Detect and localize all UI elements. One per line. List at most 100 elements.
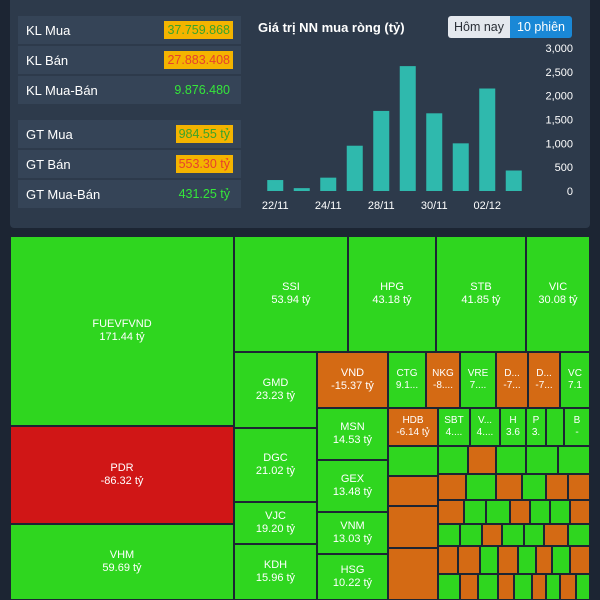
treemap-tile[interactable] — [546, 574, 560, 600]
treemap-tile[interactable] — [510, 500, 530, 524]
treemap-tile[interactable] — [468, 446, 496, 474]
treemap-tile-h[interactable]: H 3.6 — [500, 408, 526, 446]
treemap-tile[interactable] — [498, 574, 514, 600]
ticker-label: HPG — [380, 281, 404, 293]
treemap-tile[interactable] — [480, 546, 498, 574]
ticker-label: D... — [504, 368, 520, 379]
treemap-tile-b[interactable]: B- — [564, 408, 590, 446]
treemap-tile[interactable] — [388, 476, 438, 506]
treemap-tile-vc[interactable]: VC 7.1 — [560, 352, 590, 408]
treemap-tile[interactable] — [558, 446, 590, 474]
treemap-tile[interactable] — [552, 546, 570, 574]
treemap-tile[interactable] — [438, 500, 464, 524]
treemap-tile-kdh[interactable]: KDH 15.96 tỷ — [234, 544, 317, 600]
treemap-tile[interactable] — [544, 524, 568, 546]
treemap-tile-d[interactable]: D... -7... — [496, 352, 528, 408]
today-toggle-button[interactable]: Hôm nay — [448, 16, 510, 38]
ticker-label: H — [509, 415, 517, 426]
bar-25/11[interactable] — [346, 145, 363, 191]
bar-23/11[interactable] — [293, 188, 310, 191]
stat-label: KL Mua — [26, 23, 71, 38]
treemap-tile[interactable] — [546, 408, 564, 446]
treemap-tile[interactable] — [482, 524, 502, 546]
treemap-tile[interactable] — [496, 446, 526, 474]
bar-22/11[interactable] — [267, 180, 284, 191]
treemap-tile-msn[interactable]: MSN 14.53 tỷ — [317, 408, 388, 460]
net-value-label: -7... — [535, 380, 553, 391]
ticker-label: FUEVFVND — [92, 318, 152, 330]
treemap-tile-hdb[interactable]: HDB -6.14 tỷ — [388, 408, 438, 446]
treemap-tile-nkg[interactable]: NKG -8.... — [426, 352, 460, 408]
treemap-tile[interactable] — [438, 524, 460, 546]
treemap-tile[interactable] — [502, 524, 524, 546]
treemap-tile-hpg[interactable]: HPG 43.18 tỷ — [348, 236, 436, 352]
treemap-tile[interactable] — [438, 546, 458, 574]
treemap-tile[interactable] — [388, 548, 438, 600]
treemap-tile[interactable] — [518, 546, 536, 574]
treemap-tile[interactable] — [570, 500, 590, 524]
ticker-label: STB — [470, 281, 492, 293]
treemap-tile-vnd[interactable]: VND -15.37 tỷ — [317, 352, 388, 408]
bar-02/12[interactable] — [479, 88, 496, 191]
treemap-tile[interactable] — [524, 524, 544, 546]
treemap-tile-v[interactable]: V... 4.... — [470, 408, 500, 446]
treemap-tile-vjc[interactable]: VJC 19.20 tỷ — [234, 502, 317, 544]
treemap-tile[interactable] — [550, 500, 570, 524]
ticker-label: VRE — [467, 368, 489, 379]
treemap-tile[interactable] — [460, 574, 478, 600]
treemap-tile[interactable] — [570, 546, 590, 574]
treemap-tile[interactable] — [388, 446, 438, 476]
treemap-tile-ctg[interactable]: CTG 9.1... — [388, 352, 426, 408]
treemap-tile[interactable] — [526, 446, 558, 474]
ten-sessions-toggle-button[interactable]: 10 phiên — [510, 16, 572, 38]
treemap-tile[interactable] — [514, 574, 532, 600]
treemap-tile[interactable] — [568, 474, 590, 500]
treemap-tile[interactable] — [438, 446, 468, 474]
net-value-label: 19.20 tỷ — [255, 523, 296, 535]
treemap-tile-vic[interactable]: VIC 30.08 tỷ — [526, 236, 590, 352]
treemap-tile-vnm[interactable]: VNM 13.03 tỷ — [317, 512, 388, 554]
treemap-tile-fuevfvnd[interactable]: FUEVFVND 171.44 tỷ — [10, 236, 234, 426]
ticker-label: HSG — [340, 564, 365, 576]
treemap-tile[interactable] — [546, 474, 568, 500]
treemap-tile[interactable] — [536, 546, 552, 574]
y-tick-label: 500 — [555, 162, 573, 174]
treemap-tile[interactable] — [388, 506, 438, 548]
treemap-tile-hsg[interactable]: HSG 10.22 tỷ — [317, 554, 388, 600]
treemap-tile-ssi[interactable]: SSI 53.94 tỷ — [234, 236, 348, 352]
treemap-tile[interactable] — [478, 574, 498, 600]
treemap-tile[interactable] — [496, 474, 522, 500]
treemap-tile-dgc[interactable]: DGC 21.02 tỷ — [234, 428, 317, 502]
treemap-tile-d[interactable]: D... -7... — [528, 352, 560, 408]
treemap-tile-vhm[interactable]: VHM 59.69 tỷ — [10, 524, 234, 600]
bar-24/11[interactable] — [320, 177, 337, 191]
bar-29/11[interactable] — [399, 66, 416, 191]
treemap-tile[interactable] — [464, 500, 486, 524]
bar-30/11[interactable] — [426, 113, 443, 191]
treemap-tile[interactable] — [438, 474, 466, 500]
treemap-tile[interactable] — [568, 524, 590, 546]
ticker-label: VHM — [109, 549, 135, 561]
treemap-tile-gex[interactable]: GEX 13.48 tỷ — [317, 460, 388, 512]
treemap-tile-vre[interactable]: VRE 7.... — [460, 352, 496, 408]
treemap-tile-stb[interactable]: STB 41.85 tỷ — [436, 236, 526, 352]
bar-05/12[interactable] — [505, 170, 522, 191]
treemap-tile[interactable] — [532, 574, 546, 600]
treemap-tile[interactable] — [438, 574, 460, 600]
treemap-tile-sbt[interactable]: SBT 4.... — [438, 408, 470, 446]
treemap-tile-p[interactable]: P 3. — [526, 408, 546, 446]
ticker-label: GEX — [340, 473, 365, 485]
treemap-tile[interactable] — [466, 474, 496, 500]
treemap-tile[interactable] — [460, 524, 482, 546]
treemap-tile[interactable] — [522, 474, 546, 500]
treemap-tile[interactable] — [498, 546, 518, 574]
treemap-tile[interactable] — [530, 500, 550, 524]
treemap-tile-pdr[interactable]: PDR -86.32 tỷ — [10, 426, 234, 524]
bar-28/11[interactable] — [373, 110, 390, 191]
treemap-tile[interactable] — [486, 500, 510, 524]
treemap-tile[interactable] — [576, 574, 590, 600]
treemap-tile-gmd[interactable]: GMD 23.23 tỷ — [234, 352, 317, 428]
treemap-tile[interactable] — [560, 574, 576, 600]
treemap-tile[interactable] — [458, 546, 480, 574]
bar-01/12[interactable] — [452, 143, 469, 191]
